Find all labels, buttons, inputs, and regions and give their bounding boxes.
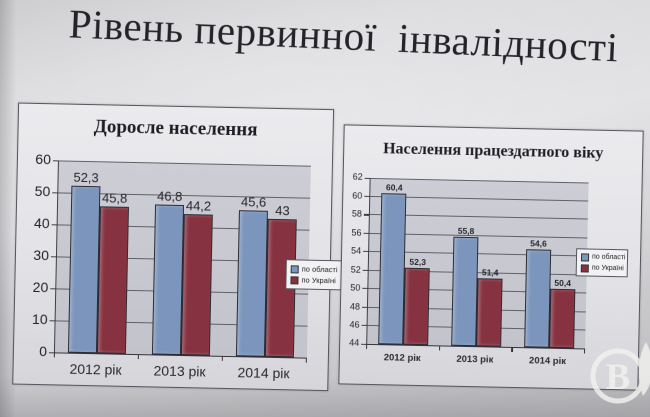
bar-ukraine-2012 рік [96,206,129,354]
x-axis-tick [137,354,140,360]
y-axis-tick [364,177,370,179]
bar-oblast-2014 рік [523,249,551,348]
y-axis-tick [51,223,57,226]
y-tick-label: 48 [349,301,361,312]
bar-value-label: 54,6 [530,238,547,249]
y-tick-label: 54 [351,245,362,256]
slide-title: Рівень первинної інвалідності [67,0,620,71]
x-axis-tick [366,343,368,349]
bar-value-label: 50,4 [554,277,572,289]
x-category-label: 2013 рік [456,353,494,366]
adult-population-bar-chart: 52,3 46,8 45,6 45,8 44,2 43 0 10 20 30 40 50 60 2012 … [13,104,344,391]
y-tick-label: 44 [349,337,360,349]
bar-value-label: 43 [275,203,290,219]
y-tick-label: 56 [351,227,362,238]
legend-swatch [580,264,589,273]
x-category-label: 2012 рік [69,360,122,378]
legend-label: по Україні [301,275,336,286]
bar-value-label: 55,8 [457,225,475,237]
y-tick-label: 46 [349,319,360,330]
y-tick-label: 50 [350,282,361,293]
plot-area: 52,3 46,8 45,6 45,8 44,2 43 [53,159,311,359]
bar-oblast-2012 рік [378,192,407,345]
legend-label: по області [301,264,338,275]
bar-value-label: 51,4 [481,267,499,278]
legend-swatch [580,253,590,262]
bar-value-label: 60,4 [385,182,403,193]
bar-ukraine-2013 рік [476,277,503,347]
y-axis-tick [49,319,55,322]
chart-legend: по області по Україні [575,248,629,278]
x-category-label: 2014 рік [528,355,567,368]
y-tick-label: 40 [33,215,50,232]
x-axis-tick [438,345,441,351]
y-axis-tick [50,255,56,258]
gridline [58,159,311,167]
bar-value-label: 45,8 [101,190,128,207]
chart-panel-adult-population: Доросле населення 52,3 46,8 45,6 45,8 44,2 43… [12,102,344,392]
y-tick-label: 60 [35,151,52,168]
y-axis-tick [363,251,369,253]
y-axis-tick [52,159,58,162]
bar-value-label: 52,3 [409,257,427,268]
bar-oblast-2012 рік [67,185,101,354]
bar-ukraine-2012 рік [403,268,431,346]
y-tick-label: 20 [32,279,49,296]
y-tick-label: 62 [352,171,363,183]
legend-label: по Україні [591,264,624,272]
y-tick-label: 50 [34,183,51,200]
bar-oblast-2013 рік [451,236,479,347]
bar-value-label: 52,3 [73,169,99,185]
leaf-icon [638,342,650,396]
legend-swatch [290,264,299,274]
legend-item-ukraine: по Україні [290,275,338,287]
x-axis-tick [221,355,224,361]
y-axis-tick [363,214,369,216]
y-axis-tick [362,287,368,290]
photo-watermark-logo: В [590,342,650,404]
y-axis-tick [50,287,56,290]
y-axis-tick [362,269,368,271]
bar-ukraine-2014 рік [548,288,576,349]
chart-legend: по області по Україні [285,259,344,290]
y-tick-label: 60 [352,190,363,201]
x-axis-tick [305,357,308,363]
y-tick-label: 30 [33,247,50,264]
x-category-label: 2012 рік [383,352,421,365]
watermark-letter: В [606,357,631,398]
bar-value-label: 44,2 [185,197,212,214]
bar-ukraine-2013 рік [180,213,213,356]
y-tick-label: 10 [31,311,48,328]
x-axis-tick [53,352,56,358]
y-axis-tick [52,191,58,194]
bar-oblast-2013 рік [151,204,185,356]
plot-area: 60,4 55,8 54,6 52,3 51,4 50,4 [366,177,589,350]
legend-swatch [290,276,299,285]
y-tick-label: 52 [350,264,361,275]
x-category-label: 2014 рік [237,364,290,382]
bar-oblast-2014 рік [235,210,268,357]
legend-item-ukraine: по Україні [580,263,624,274]
y-tick-label: 58 [351,208,362,220]
y-axis-tick [363,232,369,234]
x-category-label: 2013 рік [153,362,206,380]
x-axis-tick [511,346,513,352]
y-tick-label: 0 [38,343,48,360]
y-axis-tick [361,306,367,308]
legend-label: по області [591,253,626,262]
y-axis-tick [364,195,370,198]
y-axis-tick [361,324,367,327]
